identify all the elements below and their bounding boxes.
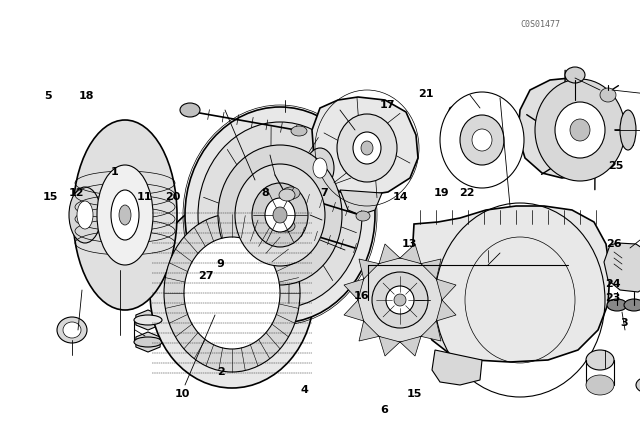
Ellipse shape <box>180 103 200 117</box>
Ellipse shape <box>198 122 362 308</box>
Polygon shape <box>421 259 441 279</box>
Text: 16: 16 <box>354 291 369 301</box>
Ellipse shape <box>586 375 614 395</box>
Text: 24: 24 <box>605 280 620 289</box>
Text: 11: 11 <box>136 192 152 202</box>
Text: 15: 15 <box>407 389 422 399</box>
Polygon shape <box>421 321 441 341</box>
Ellipse shape <box>337 114 397 182</box>
Ellipse shape <box>555 102 605 158</box>
Polygon shape <box>436 300 456 321</box>
Text: 1: 1 <box>111 168 118 177</box>
Polygon shape <box>444 100 522 178</box>
Ellipse shape <box>252 183 308 247</box>
Text: 23: 23 <box>605 293 620 303</box>
Text: C0S01477: C0S01477 <box>521 20 561 29</box>
Text: 5: 5 <box>44 91 52 101</box>
Polygon shape <box>412 206 610 362</box>
Ellipse shape <box>97 165 153 265</box>
Ellipse shape <box>394 294 406 306</box>
Ellipse shape <box>620 110 636 150</box>
Text: 27: 27 <box>198 271 214 280</box>
Ellipse shape <box>607 299 627 311</box>
Ellipse shape <box>69 187 101 243</box>
Text: 2: 2 <box>218 367 225 377</box>
Ellipse shape <box>73 120 177 310</box>
Polygon shape <box>359 259 379 279</box>
Ellipse shape <box>440 92 524 188</box>
Polygon shape <box>400 244 421 263</box>
Ellipse shape <box>600 88 616 102</box>
Ellipse shape <box>63 322 81 338</box>
Text: 7: 7 <box>320 188 328 198</box>
Ellipse shape <box>134 337 162 347</box>
Polygon shape <box>312 97 418 196</box>
Polygon shape <box>136 310 160 330</box>
Polygon shape <box>344 300 364 321</box>
Ellipse shape <box>279 189 295 201</box>
Ellipse shape <box>306 148 334 188</box>
Polygon shape <box>379 336 400 356</box>
Text: 22: 22 <box>460 188 475 198</box>
Ellipse shape <box>361 141 373 155</box>
Ellipse shape <box>358 258 442 342</box>
Text: 17: 17 <box>380 100 395 110</box>
Ellipse shape <box>535 79 625 181</box>
Ellipse shape <box>386 286 414 314</box>
Text: 19: 19 <box>434 188 449 198</box>
Ellipse shape <box>372 272 428 328</box>
Ellipse shape <box>586 350 614 370</box>
Text: 15: 15 <box>42 192 58 202</box>
Ellipse shape <box>265 198 295 232</box>
Polygon shape <box>340 190 382 215</box>
Ellipse shape <box>57 317 87 343</box>
Text: 26: 26 <box>606 239 621 249</box>
Polygon shape <box>379 244 400 263</box>
Ellipse shape <box>353 132 381 164</box>
Ellipse shape <box>235 164 325 266</box>
Ellipse shape <box>472 129 492 151</box>
Ellipse shape <box>291 126 307 136</box>
Ellipse shape <box>313 158 327 178</box>
Ellipse shape <box>134 315 162 325</box>
Text: 9: 9 <box>217 259 225 269</box>
Text: 13: 13 <box>402 239 417 249</box>
Text: 21: 21 <box>419 89 434 99</box>
Polygon shape <box>359 321 379 341</box>
Text: 8: 8 <box>262 188 269 198</box>
Ellipse shape <box>624 299 640 311</box>
Text: 18: 18 <box>79 91 94 101</box>
Ellipse shape <box>77 201 93 229</box>
Polygon shape <box>436 279 456 300</box>
Ellipse shape <box>570 119 590 141</box>
Ellipse shape <box>185 107 375 323</box>
Polygon shape <box>136 332 160 352</box>
Text: 12: 12 <box>69 188 84 198</box>
Polygon shape <box>400 336 421 356</box>
Ellipse shape <box>150 198 314 388</box>
Ellipse shape <box>164 214 300 372</box>
Polygon shape <box>518 78 616 178</box>
Ellipse shape <box>282 187 300 199</box>
Ellipse shape <box>119 205 131 225</box>
Polygon shape <box>604 243 640 292</box>
Text: 3: 3 <box>621 318 628 327</box>
Ellipse shape <box>636 377 640 393</box>
Ellipse shape <box>277 220 295 232</box>
Polygon shape <box>344 279 364 300</box>
Text: 10: 10 <box>175 389 190 399</box>
Ellipse shape <box>218 145 342 285</box>
Ellipse shape <box>111 190 139 240</box>
Text: 4: 4 <box>301 385 308 395</box>
Text: 25: 25 <box>608 161 623 171</box>
Text: 20: 20 <box>165 192 180 202</box>
Ellipse shape <box>356 211 370 221</box>
Ellipse shape <box>273 207 287 223</box>
Ellipse shape <box>184 237 280 349</box>
Ellipse shape <box>565 67 585 83</box>
Ellipse shape <box>460 115 504 165</box>
Text: 6: 6 <box>380 405 388 415</box>
Text: 14: 14 <box>392 192 408 202</box>
Polygon shape <box>432 350 482 385</box>
